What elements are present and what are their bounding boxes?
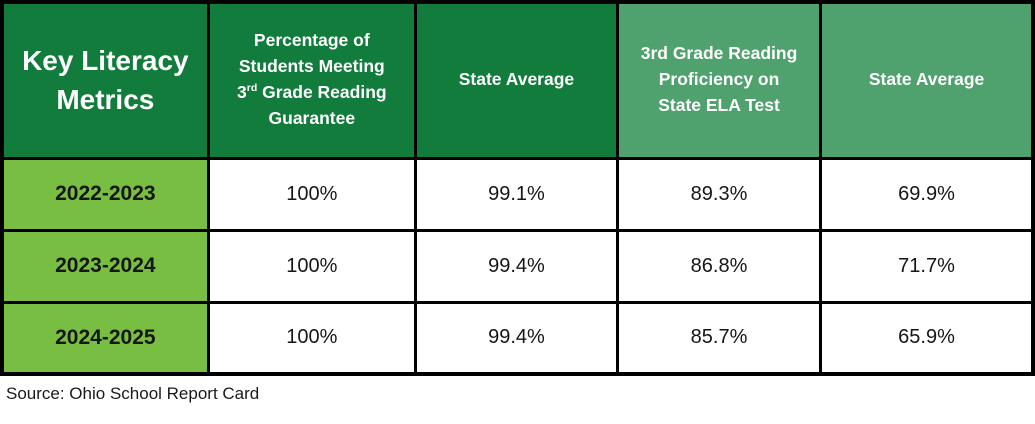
ordinal-suffix: rd	[246, 82, 258, 95]
header-text-state-average-1: State Average	[458, 69, 575, 90]
table-header-row: Key Literacy Metrics Percentage of Stude…	[0, 0, 1035, 160]
header-cell-state-average-1: State Average	[413, 0, 619, 160]
title-line-2: Metrics	[56, 84, 155, 116]
year-cell: 2022-2023	[0, 156, 210, 232]
key-literacy-metrics-table: Key Literacy Metrics Percentage of Stude…	[0, 0, 1035, 376]
table-title: Key Literacy Metrics	[10, 41, 201, 119]
header-cell-state-average-2: State Average	[819, 0, 1035, 160]
header-text-state-average-2: State Average	[868, 69, 985, 90]
header-line: Percentage of	[253, 30, 370, 51]
header-line-superscript: 3rd Grade Reading	[216, 80, 408, 106]
table-row-2024-2025: 2024-2025 100% 99.4% 85.7% 65.9%	[0, 300, 1035, 376]
value-cell: 99.1%	[413, 156, 619, 232]
header-line: 3rd Grade Reading	[640, 43, 798, 64]
table-row-2022-2023: 2022-2023 100% 99.1% 89.3% 69.9%	[0, 156, 1035, 232]
value-cell: 86.8%	[615, 228, 823, 304]
value-cell: 89.3%	[615, 156, 823, 232]
year-cell: 2024-2025	[0, 300, 210, 376]
header-line: Guarantee	[268, 108, 356, 129]
header-line: State ELA Test	[658, 95, 780, 116]
value-cell: 69.9%	[819, 156, 1035, 232]
header-cell-reading-guarantee: Percentage of Students Meeting 3rd Grade…	[206, 0, 417, 160]
title-line-1: Key Literacy	[22, 45, 189, 77]
header-line-text: Grade Reading	[257, 82, 387, 103]
value-cell: 99.4%	[413, 228, 619, 304]
year-cell: 2023-2024	[0, 228, 210, 304]
header-cell-ela-proficiency: 3rd Grade Reading Proficiency on State E…	[615, 0, 823, 160]
value-cell: 85.7%	[615, 300, 823, 376]
value-cell: 99.4%	[413, 300, 619, 376]
header-cell-key-literacy-metrics: Key Literacy Metrics	[0, 0, 210, 160]
ordinal-number: 3	[237, 82, 247, 103]
value-cell: 71.7%	[819, 228, 1035, 304]
table-row-2023-2024: 2023-2024 100% 99.4% 86.8% 71.7%	[0, 228, 1035, 304]
header-line: Students Meeting	[238, 56, 385, 77]
source-caption: Source: Ohio School Report Card	[6, 384, 260, 403]
header-text-ela-proficiency: 3rd Grade Reading Proficiency on State E…	[625, 41, 813, 119]
header-text-reading-guarantee: Percentage of Students Meeting 3rd Grade…	[216, 28, 408, 132]
value-cell: 100%	[206, 300, 417, 376]
value-cell: 100%	[206, 156, 417, 232]
value-cell: 100%	[206, 228, 417, 304]
value-cell: 65.9%	[819, 300, 1035, 376]
header-line: Proficiency on	[658, 69, 780, 90]
